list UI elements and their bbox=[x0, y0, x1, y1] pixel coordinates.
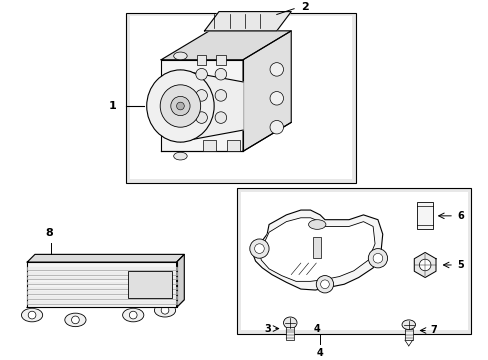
Circle shape bbox=[215, 68, 226, 80]
Circle shape bbox=[269, 63, 283, 76]
Ellipse shape bbox=[122, 308, 143, 322]
Bar bbox=[226, 140, 240, 151]
Polygon shape bbox=[27, 287, 176, 289]
Text: 2: 2 bbox=[300, 2, 308, 12]
Polygon shape bbox=[27, 292, 176, 294]
Ellipse shape bbox=[21, 308, 42, 322]
Circle shape bbox=[215, 112, 226, 123]
Circle shape bbox=[367, 249, 387, 268]
Ellipse shape bbox=[401, 320, 415, 329]
Text: 8: 8 bbox=[45, 228, 53, 238]
Polygon shape bbox=[27, 296, 176, 299]
Text: 3: 3 bbox=[264, 324, 270, 334]
Bar bbox=[196, 55, 206, 64]
Polygon shape bbox=[252, 210, 382, 290]
Circle shape bbox=[129, 311, 137, 319]
Polygon shape bbox=[27, 300, 184, 307]
Bar bbox=[417, 202, 432, 229]
Bar bbox=[237, 188, 470, 334]
Polygon shape bbox=[180, 70, 243, 141]
Polygon shape bbox=[27, 272, 176, 275]
Bar bbox=[128, 271, 171, 298]
Polygon shape bbox=[243, 31, 291, 151]
Polygon shape bbox=[27, 262, 176, 307]
Circle shape bbox=[170, 96, 190, 116]
Circle shape bbox=[71, 316, 79, 324]
Ellipse shape bbox=[173, 52, 187, 60]
Polygon shape bbox=[413, 252, 435, 278]
Ellipse shape bbox=[160, 85, 200, 127]
Polygon shape bbox=[27, 267, 176, 270]
Circle shape bbox=[249, 239, 268, 258]
Circle shape bbox=[28, 311, 36, 319]
Circle shape bbox=[316, 275, 333, 293]
Polygon shape bbox=[176, 255, 184, 307]
Polygon shape bbox=[204, 12, 291, 31]
Text: 4: 4 bbox=[316, 348, 323, 358]
Circle shape bbox=[269, 91, 283, 105]
Circle shape bbox=[196, 90, 207, 101]
Ellipse shape bbox=[154, 303, 175, 317]
Text: 4: 4 bbox=[313, 324, 320, 334]
Bar bbox=[202, 140, 216, 151]
Bar bbox=[286, 327, 293, 340]
Polygon shape bbox=[27, 255, 184, 262]
Text: 5: 5 bbox=[456, 260, 463, 270]
Text: 6: 6 bbox=[456, 211, 463, 221]
Circle shape bbox=[269, 121, 283, 134]
Bar bbox=[126, 13, 355, 183]
Ellipse shape bbox=[65, 313, 86, 327]
Circle shape bbox=[215, 90, 226, 101]
Bar bbox=[404, 329, 412, 340]
Bar bbox=[241, 192, 467, 330]
Polygon shape bbox=[27, 282, 176, 284]
Polygon shape bbox=[259, 218, 374, 282]
Ellipse shape bbox=[173, 152, 187, 160]
Text: 1: 1 bbox=[109, 101, 117, 111]
Circle shape bbox=[419, 259, 430, 271]
Polygon shape bbox=[27, 301, 176, 303]
Bar bbox=[130, 17, 351, 179]
Ellipse shape bbox=[283, 317, 296, 329]
Text: 7: 7 bbox=[429, 325, 436, 336]
Circle shape bbox=[196, 112, 207, 123]
Circle shape bbox=[372, 253, 382, 263]
Ellipse shape bbox=[146, 70, 214, 142]
Bar bbox=[313, 237, 321, 258]
Circle shape bbox=[254, 244, 264, 253]
Polygon shape bbox=[161, 31, 291, 60]
Circle shape bbox=[320, 280, 328, 289]
Circle shape bbox=[176, 102, 184, 110]
Circle shape bbox=[161, 306, 168, 314]
Polygon shape bbox=[161, 60, 243, 151]
Circle shape bbox=[196, 68, 207, 80]
Polygon shape bbox=[27, 277, 176, 279]
Bar bbox=[216, 55, 225, 64]
Ellipse shape bbox=[308, 220, 325, 229]
